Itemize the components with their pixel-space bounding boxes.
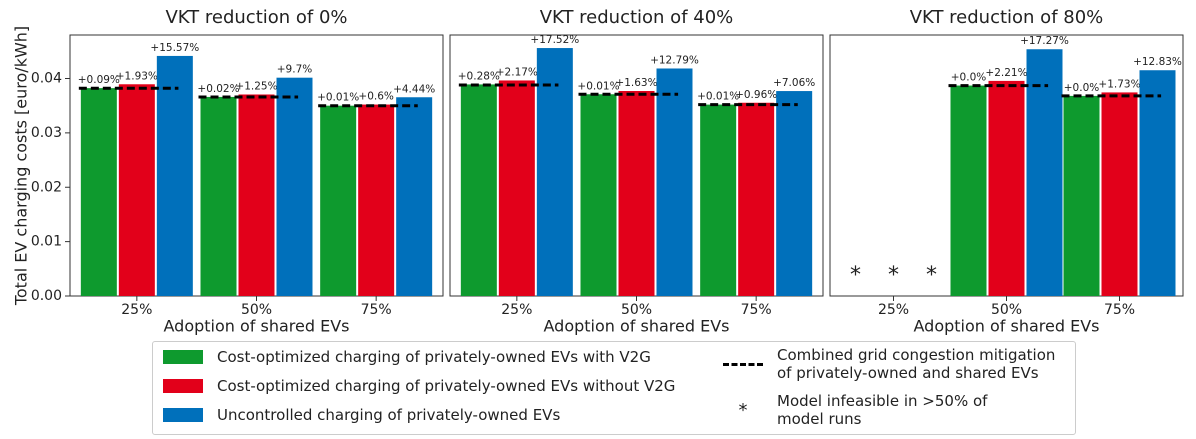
bar (320, 105, 357, 296)
x-axis-label: Adoption of shared EVs (164, 317, 350, 336)
x-tick-label: 75% (741, 302, 772, 318)
chart: VKT reduction of 0% Adoption of shared EV… (12, 7, 1184, 336)
bar (460, 84, 497, 296)
bar (80, 88, 117, 296)
legend-item: Cost-optimized charging of privately-own… (163, 377, 675, 395)
bar (618, 91, 655, 296)
legend-swatch (163, 350, 203, 364)
value-label: +7.06% (773, 77, 815, 89)
y-tick-label: 0.00 (31, 288, 62, 304)
bar (988, 80, 1025, 296)
value-label: +17.52% (530, 34, 579, 46)
value-label: +15.57% (150, 42, 199, 54)
value-label: +0.01% (317, 92, 359, 104)
legend-label: Cost-optimized charging of privately-own… (217, 377, 676, 395)
legend-swatch (163, 379, 203, 393)
value-label: +1.63% (615, 77, 657, 89)
legend-label: Model infeasible in >50% of model runs (777, 392, 988, 428)
infeasible-marker: * (888, 263, 899, 288)
value-label: +0.0% (1064, 82, 1099, 94)
value-label: +0.96% (735, 89, 777, 101)
panel-title: VKT reduction of 40% (540, 7, 734, 28)
legend-item: Combined grid congestion mitigation of p… (723, 346, 1063, 382)
x-tick-label: 75% (361, 302, 392, 318)
bar (156, 55, 193, 297)
value-label: +0.01% (577, 80, 619, 92)
value-label: +0.6% (358, 91, 393, 103)
legend-item: Cost-optimized charging of privately-own… (163, 348, 651, 366)
value-label: +1.73% (1098, 78, 1140, 90)
legend-swatch (723, 362, 763, 366)
legend-label: Combined grid congestion mitigation of p… (777, 346, 1056, 382)
bar (200, 96, 237, 296)
y-tick-label: 0.03 (31, 125, 62, 141)
infeasible-marker: * (850, 263, 861, 288)
y-tick-label: 0.04 (31, 71, 62, 87)
bar (1139, 70, 1176, 296)
bar (536, 48, 573, 296)
bar (580, 94, 617, 296)
bar (238, 94, 275, 296)
value-label: +0.01% (697, 91, 739, 103)
infeasible-marker: * (926, 263, 937, 288)
panel-title: VKT reduction of 0% (165, 7, 347, 28)
bar (276, 77, 313, 296)
x-tick-label: 25% (878, 302, 909, 318)
legend-swatch (163, 408, 203, 422)
legend-item: * Model infeasible in >50% of model runs (723, 392, 1023, 428)
x-tick-label: 50% (621, 302, 652, 318)
x-axis-label: Adoption of shared EVs (914, 317, 1100, 336)
legend-label: Uncontrolled charging of privately-owned… (217, 406, 561, 424)
legend-item: Uncontrolled charging of privately-owned… (163, 406, 560, 424)
bar (776, 91, 813, 296)
x-tick-label: 25% (121, 302, 152, 318)
value-label: +0.09% (78, 74, 120, 86)
value-label: +4.44% (393, 83, 435, 95)
bar (498, 80, 535, 297)
x-tick-label: 75% (1104, 302, 1135, 318)
bar (1101, 92, 1138, 296)
bar (1063, 95, 1100, 297)
bar (738, 102, 775, 296)
y-axis-label: Total EV charging costs [euro/kWh] (12, 26, 31, 306)
value-label: +12.83% (1133, 56, 1182, 68)
bar (656, 68, 693, 297)
y-tick-label: 0.02 (31, 179, 62, 195)
value-label: +12.79% (650, 54, 699, 66)
value-label: +2.21% (985, 67, 1027, 79)
bar (358, 104, 395, 296)
legend-label: Cost-optimized charging of privately-own… (217, 348, 651, 366)
value-label: +2.17% (496, 66, 538, 78)
x-tick-label: 50% (991, 302, 1022, 318)
x-tick-label: 50% (241, 302, 272, 318)
bar (396, 97, 433, 297)
legend-symbol: * (738, 399, 748, 421)
value-label: +0.02% (197, 83, 239, 95)
value-label: +9.7% (277, 64, 312, 76)
value-label: +1.25% (235, 80, 277, 92)
value-label: +0.0% (951, 72, 986, 84)
y-tick-label: 0.01 (31, 234, 62, 250)
panel-title: VKT reduction of 80% (910, 7, 1104, 28)
value-label: +0.28% (458, 70, 500, 82)
bar (950, 85, 987, 296)
x-tick-label: 25% (501, 302, 532, 318)
bar (700, 104, 737, 296)
bar (1026, 49, 1063, 297)
value-label: +17.27% (1020, 35, 1069, 47)
legend: Cost-optimized charging of privately-own… (152, 341, 1076, 435)
x-axis-label: Adoption of shared EVs (544, 317, 730, 336)
bar (118, 84, 155, 296)
value-label: +1.93% (116, 70, 158, 82)
